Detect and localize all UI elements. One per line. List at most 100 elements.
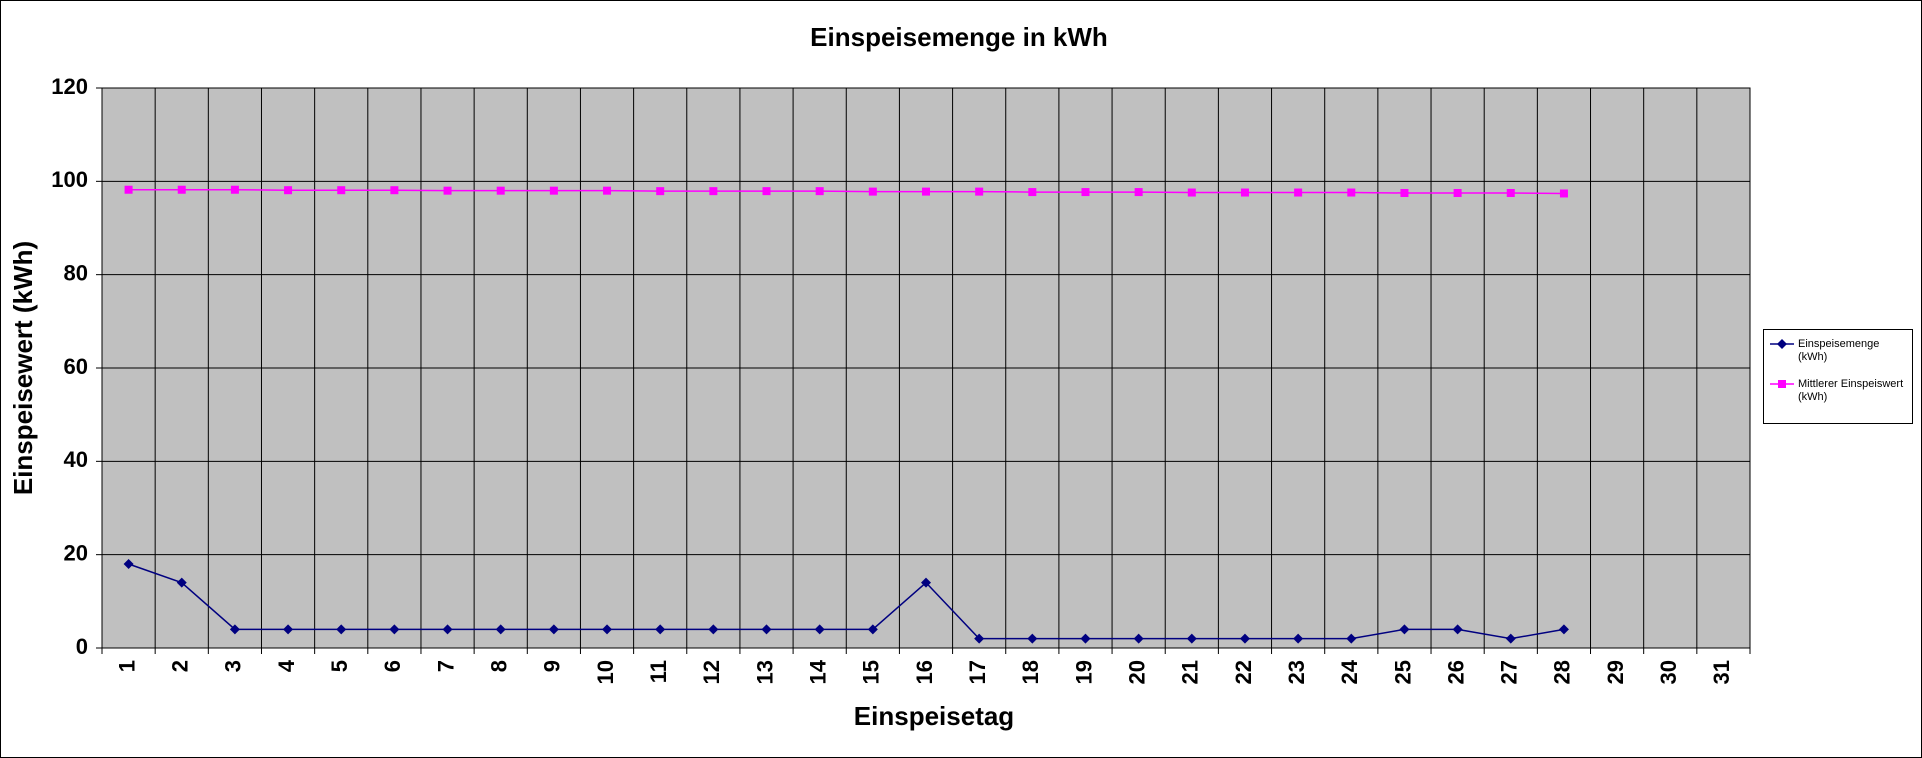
marker xyxy=(1399,624,1410,635)
x-tick-label: 17 xyxy=(965,660,990,684)
x-tick-label: 4 xyxy=(274,659,299,672)
legend-label: Mittlerer Einspeiswert (kWh) xyxy=(1798,378,1904,403)
y-tick-label: 40 xyxy=(64,447,88,472)
legend-marker xyxy=(1777,339,1787,349)
x-tick-label: 19 xyxy=(1071,660,1096,684)
marker xyxy=(390,186,399,195)
series-line xyxy=(128,188,1564,195)
marker xyxy=(922,187,930,196)
marker xyxy=(603,186,612,195)
x-tick-label: 30 xyxy=(1656,660,1681,684)
marker xyxy=(337,186,346,195)
marker xyxy=(495,624,506,635)
x-tick-label: 9 xyxy=(540,660,565,672)
legend-label: Einspeisemenge (kWh) xyxy=(1798,338,1880,363)
x-tick-label: 25 xyxy=(1390,660,1415,684)
x-tick-label: 14 xyxy=(805,659,830,684)
chart-title: Einspeisemenge in kWh xyxy=(810,22,1108,52)
marker xyxy=(1186,633,1197,644)
marker xyxy=(1081,188,1090,197)
legend: Einspeisemenge (kWh) Mittlerer Einspeiswe… xyxy=(1763,329,1913,424)
marker xyxy=(655,624,666,635)
marker xyxy=(442,624,453,635)
marker xyxy=(230,185,239,194)
legend-symbol xyxy=(1770,380,1794,388)
x-tick-label: 24 xyxy=(1337,659,1362,684)
marker xyxy=(1187,188,1196,197)
x-tick-label: 21 xyxy=(1178,660,1203,684)
x-tick-label: 23 xyxy=(1284,660,1309,684)
x-tick-label: 10 xyxy=(593,660,618,684)
x-tick-label: 27 xyxy=(1497,660,1522,684)
marker xyxy=(1346,633,1357,644)
marker xyxy=(815,187,824,196)
x-axis-label: Einspeisetag xyxy=(854,701,1014,731)
marker xyxy=(868,187,877,196)
x-tick-label: 26 xyxy=(1443,660,1468,684)
marker xyxy=(1293,633,1304,644)
marker xyxy=(709,187,718,196)
marker xyxy=(1239,633,1250,644)
x-tick-label: 20 xyxy=(1124,660,1149,684)
x-tick-label: 2 xyxy=(168,660,193,672)
y-tick-label: 120 xyxy=(51,74,88,99)
marker xyxy=(283,624,294,635)
marker xyxy=(762,187,771,196)
x-tick-label: 18 xyxy=(1018,660,1043,684)
marker xyxy=(814,624,825,635)
x-tick-label: 13 xyxy=(752,660,777,684)
x-tick-label: 11 xyxy=(646,660,671,683)
x-tick-label: 6 xyxy=(380,660,405,672)
marker xyxy=(1453,189,1462,197)
marker xyxy=(1347,188,1356,197)
y-tick-label: 60 xyxy=(64,354,88,379)
y-axis-label: Einspeisewert (kWh) xyxy=(8,241,38,495)
legend-item: Mittlerer Einspeiswert (kWh) xyxy=(1768,378,1908,404)
x-tick-label: 31 xyxy=(1709,660,1734,684)
marker xyxy=(284,186,293,195)
series-line xyxy=(128,563,1565,640)
marker xyxy=(761,624,772,635)
marker xyxy=(1452,624,1463,635)
y-tick-label: 80 xyxy=(64,260,88,285)
marker xyxy=(975,187,984,196)
marker xyxy=(1027,633,1038,644)
marker xyxy=(1505,633,1516,644)
y-tick-label: 20 xyxy=(64,540,88,565)
marker xyxy=(1400,189,1409,197)
marker xyxy=(708,624,719,635)
marker xyxy=(1134,188,1143,197)
marker xyxy=(867,624,878,635)
x-tick-label: 22 xyxy=(1231,660,1256,684)
marker xyxy=(177,185,186,194)
marker xyxy=(1133,633,1144,644)
marker xyxy=(921,577,931,588)
marker xyxy=(549,186,558,195)
marker xyxy=(602,624,613,635)
x-tick-label: 8 xyxy=(487,660,512,672)
y-tick-label: 0 xyxy=(76,634,88,659)
marker xyxy=(1558,624,1569,635)
marker xyxy=(123,559,134,569)
marker xyxy=(1028,188,1037,197)
y-tick-label: 100 xyxy=(51,167,88,192)
marker xyxy=(336,624,347,635)
x-tick-label: 15 xyxy=(859,660,884,684)
marker xyxy=(1080,633,1091,644)
marker xyxy=(176,577,187,588)
legend-symbol xyxy=(1770,339,1794,349)
legend-item: Einspeisemenge (kWh) xyxy=(1768,338,1908,364)
marker xyxy=(229,624,240,635)
x-tick-label: 1 xyxy=(114,660,139,672)
marker xyxy=(124,185,133,194)
marker xyxy=(548,624,559,635)
marker xyxy=(443,186,452,195)
legend-marker xyxy=(1778,380,1786,388)
x-tick-label: 28 xyxy=(1550,660,1575,684)
marker xyxy=(1294,188,1303,197)
marker xyxy=(1559,189,1568,198)
x-tick-label: 7 xyxy=(433,660,458,672)
x-tick-label: 16 xyxy=(912,660,937,684)
